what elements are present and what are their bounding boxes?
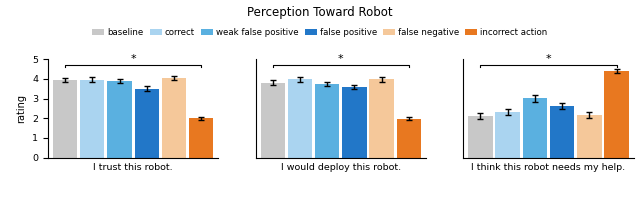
Bar — [495, 112, 520, 158]
Bar — [80, 80, 104, 158]
Bar — [468, 116, 493, 158]
X-axis label: I would deploy this robot.: I would deploy this robot. — [281, 163, 401, 172]
Bar — [189, 118, 213, 158]
Bar — [260, 83, 285, 158]
Legend: baseline, correct, weak false positive, false positive, false negative, incorrec: baseline, correct, weak false positive, … — [92, 28, 548, 37]
Bar — [577, 115, 602, 158]
Bar — [162, 78, 186, 158]
Y-axis label: rating: rating — [17, 94, 27, 123]
X-axis label: I trust this robot.: I trust this robot. — [93, 163, 173, 172]
Bar — [523, 98, 547, 158]
Text: *: * — [131, 54, 136, 64]
Bar — [53, 80, 77, 158]
Bar — [342, 87, 367, 158]
Text: *: * — [546, 54, 551, 64]
Bar — [315, 84, 339, 158]
Bar — [550, 106, 574, 158]
Bar — [604, 71, 628, 158]
Bar — [369, 79, 394, 158]
X-axis label: I think this robot needs my help.: I think this robot needs my help. — [472, 163, 625, 172]
Bar — [134, 89, 159, 158]
Text: *: * — [338, 54, 344, 64]
Text: Perception Toward Robot: Perception Toward Robot — [247, 6, 393, 19]
Bar — [108, 81, 132, 158]
Bar — [397, 119, 421, 158]
Bar — [288, 79, 312, 158]
